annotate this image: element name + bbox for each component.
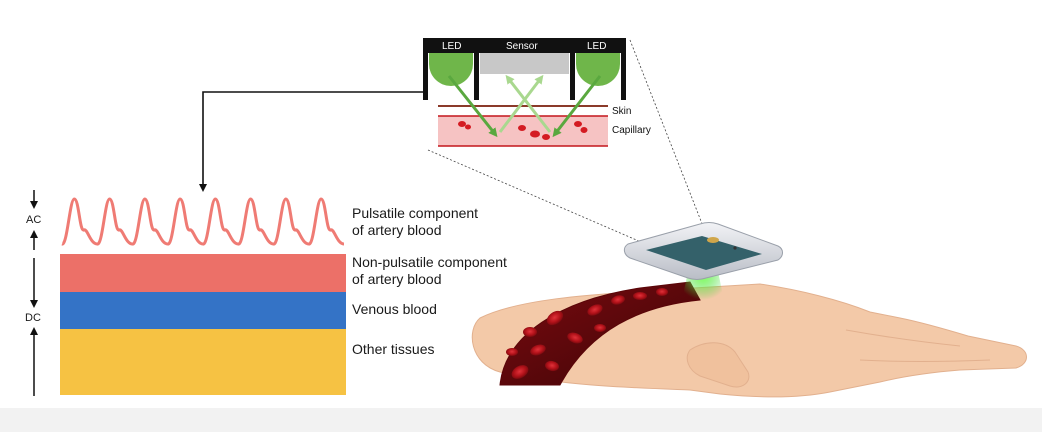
layer-stack <box>60 197 346 395</box>
housing-divider-right <box>570 38 575 100</box>
device-button <box>707 237 719 243</box>
layer-label-venous: Venous blood <box>352 301 437 317</box>
device-board <box>646 236 762 270</box>
layer-label-other-tissues: Other tissues <box>352 341 435 357</box>
dc-label: DC <box>25 312 41 324</box>
layer-other-tissues <box>60 329 346 395</box>
led-right <box>576 53 620 86</box>
hand-illustration <box>471 222 1027 398</box>
wearable-device <box>623 222 783 300</box>
led-left-label: LED <box>442 41 462 52</box>
sensor-housing <box>423 38 626 53</box>
sensor-detail <box>423 38 626 147</box>
thumb <box>686 342 750 388</box>
sensor-element <box>480 53 569 74</box>
housing-right-wall <box>621 38 626 100</box>
capillary-label: Capillary <box>612 125 651 136</box>
zoom-line-upper <box>629 39 711 245</box>
led-left <box>429 53 473 86</box>
led-right-label: LED <box>587 41 607 52</box>
layer-label-nonpulsatile-line2: of artery blood <box>352 271 442 287</box>
layer-label-nonpulsatile: Non-pulsatile component of artery blood <box>352 254 507 288</box>
knuckle-line <box>845 329 961 347</box>
footer-bar <box>0 408 1042 432</box>
finger-line <box>859 359 991 362</box>
layer-label-pulsatile-line1: Pulsatile component <box>352 205 479 221</box>
device-led-dot <box>733 246 737 250</box>
housing-left-wall <box>423 38 428 100</box>
capillary-blood-cells <box>458 121 588 140</box>
housing-divider-left <box>474 38 479 100</box>
layer-label-nonpulsatile-line1: Non-pulsatile component <box>352 254 507 270</box>
ppg-waveform <box>60 197 345 246</box>
layer-nonpulsatile <box>60 254 346 292</box>
red-blood-cells <box>506 288 668 379</box>
layer-label-pulsatile-line2: of artery blood <box>352 222 442 238</box>
capillary-band <box>438 116 608 146</box>
ac-label: AC <box>26 214 42 226</box>
light-paths <box>447 74 602 138</box>
sensor-label: Sensor <box>506 41 538 52</box>
connector-arrow <box>199 91 423 192</box>
skin-label: Skin <box>612 106 632 117</box>
layer-label-pulsatile: Pulsatile component of artery blood <box>352 205 478 239</box>
layer-venous <box>60 292 346 329</box>
